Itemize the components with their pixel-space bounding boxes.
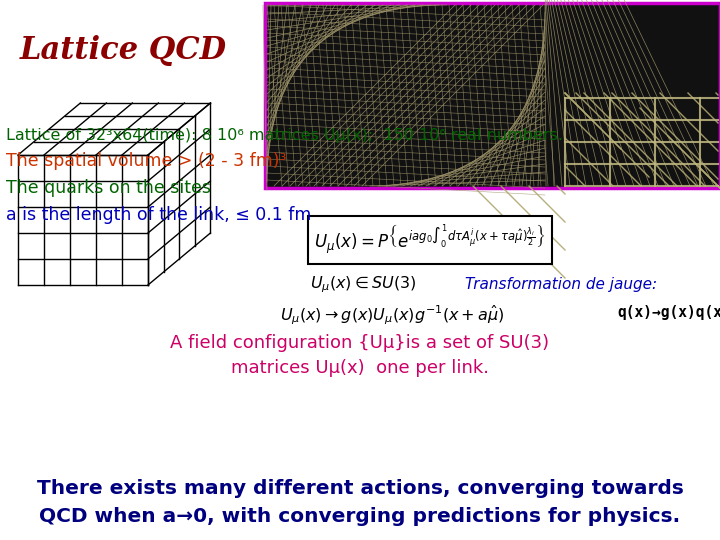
Text: There exists many different actions, converging towards: There exists many different actions, con… (37, 478, 683, 497)
Text: $U_\mu(x) \in SU(3)$: $U_\mu(x) \in SU(3)$ (310, 275, 417, 295)
Text: $U_\mu(x) \rightarrow g(x)U_\mu(x)g^{-1}(x + a\hat{\mu})$: $U_\mu(x) \rightarrow g(x)U_\mu(x)g^{-1}… (280, 303, 504, 327)
Text: Transformation de jauge:: Transformation de jauge: (465, 278, 657, 293)
Text: q(x)→g(x)q(x): q(x)→g(x)q(x) (617, 306, 720, 321)
Text: Lattice of 32³x64(time): 8 10⁶ matrices Uμ(x);  150 10⁶ real numbers.: Lattice of 32³x64(time): 8 10⁶ matrices … (6, 128, 563, 143)
Text: A field configuration {Uμ}is a set of SU(3): A field configuration {Uμ}is a set of SU… (171, 334, 549, 352)
Text: Lattice QCD: Lattice QCD (20, 35, 227, 66)
Text: The quarks on the sites: The quarks on the sites (6, 179, 211, 197)
Text: The spatial volume > (2 - 3 fm)³: The spatial volume > (2 - 3 fm)³ (6, 152, 287, 170)
Text: matrices Uμ(x)  one per link.: matrices Uμ(x) one per link. (231, 359, 489, 377)
Bar (265, 3, 720, 188)
Text: a is the length of the link, ≤ 0.1 fm: a is the length of the link, ≤ 0.1 fm (6, 206, 311, 224)
Text: $U_\mu(x) = P\left\{e^{iag_0\int_0^1 d\tau A^i_\mu(x+\tau a\hat{\mu})\frac{\lamb: $U_\mu(x) = P\left\{e^{iag_0\int_0^1 d\t… (315, 222, 546, 258)
Text: QCD when a→0, with converging predictions for physics.: QCD when a→0, with converging prediction… (40, 507, 680, 525)
